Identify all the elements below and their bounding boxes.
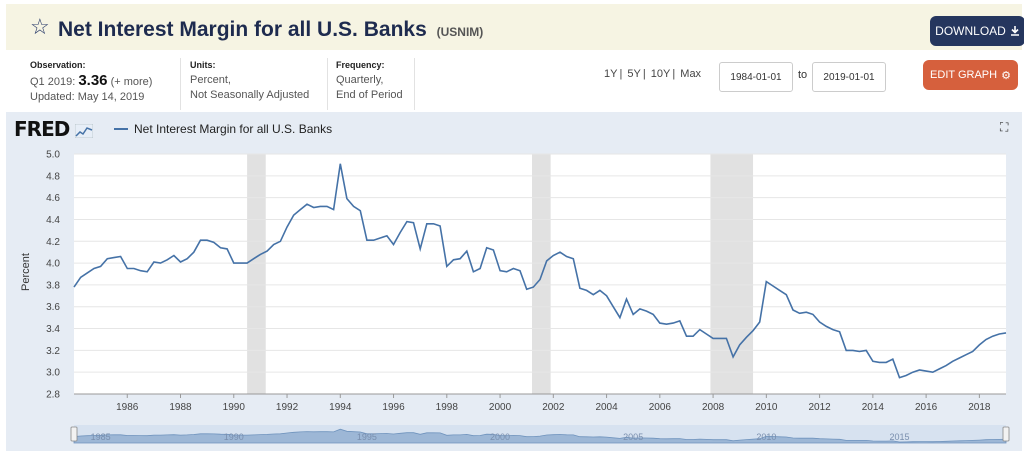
updated-date: Updated: May 14, 2019 (30, 91, 145, 103)
x-tick-label: 2000 (489, 402, 512, 413)
start-date-input[interactable]: 1984-01-01 (719, 62, 793, 92)
gear-icon: ⚙ (1001, 69, 1011, 82)
navigator[interactable]: 1985 1990 1995 2000 2005 2010 2015 (70, 425, 1010, 444)
download-icon (1010, 26, 1019, 36)
observation-period: Q1 2019: (30, 76, 76, 88)
divider (327, 58, 328, 110)
observation-label: Observation: (30, 60, 86, 70)
observation-block: Observation: Q1 2019: 3.36 (+ more) Upda… (30, 58, 170, 105)
y-tick-label: 3.4 (46, 324, 60, 335)
units-line1: Percent, (190, 74, 231, 86)
x-tick-label: 1994 (329, 402, 352, 413)
range-10y-button[interactable]: 10Y (650, 68, 671, 80)
observation-value: 3.36 (78, 72, 108, 89)
frequency-label: Frequency: (336, 60, 385, 70)
date-to-label: to (798, 69, 808, 81)
download-label: DOWNLOAD (935, 24, 1006, 38)
y-tick-label: 4.0 (46, 259, 60, 270)
frequency-line1: Quarterly, (336, 74, 384, 86)
series-line (73, 163, 1007, 379)
chart-panel: FRED Net Interest Margin for all U.S. Ba… (6, 112, 1022, 451)
x-tick-label: 1998 (436, 402, 459, 413)
navigator-label: 1995 (357, 432, 377, 442)
navigator-label: 2010 (756, 432, 776, 442)
x-tick-label: 2004 (595, 402, 618, 413)
units-block: Units: Percent, Not Seasonally Adjusted (190, 58, 330, 103)
navigator-series (73, 428, 1007, 444)
y-tick-label: 3.2 (46, 346, 60, 357)
series-id: (USNIM) (436, 25, 484, 39)
x-tick-label: 1986 (116, 402, 139, 413)
y-tick-label: 3.6 (46, 302, 60, 313)
x-tick-label: 2012 (808, 402, 831, 413)
range-5y-button[interactable]: 5Y (627, 68, 641, 80)
x-tick-label: 1996 (382, 402, 405, 413)
frequency-block: Frequency: Quarterly, End of Period (336, 58, 426, 103)
navigator-label: 2015 (889, 432, 909, 442)
x-tick-label: 2016 (915, 402, 938, 413)
x-tick-label: 1988 (169, 402, 192, 413)
divider (180, 58, 181, 110)
fred-logo-text: FRED (14, 117, 70, 141)
range-selector: 1Y | 5Y | 10Y | Max (604, 68, 702, 80)
units-label: Units: (190, 60, 216, 70)
x-tick-label: 2008 (702, 402, 725, 413)
navigator-handle[interactable] (70, 426, 78, 442)
chart-legend: Net Interest Margin for all U.S. Banks (114, 122, 332, 136)
end-date-input[interactable]: 2019-01-01 (812, 62, 886, 92)
edit-graph-label: EDIT GRAPH (930, 69, 998, 81)
legend-label: Net Interest Margin for all U.S. Banks (134, 122, 333, 136)
fullscreen-icon[interactable]: ⛶ (1000, 120, 1009, 134)
x-tick-label: 2010 (755, 402, 778, 413)
legend-swatch (114, 128, 128, 130)
line-chart: 2.8 3.0 3.2 3.4 3.6 3.8 4.0 4.2 4.4 4.6 4.8 5.0 198… (20, 150, 1010, 444)
observation-row: Q1 2019: 3.36 (+ more) (30, 73, 170, 90)
y-tick-label: 3.0 (46, 368, 60, 379)
x-tick-label: 1992 (276, 402, 299, 413)
navigator-label: 1990 (224, 432, 244, 442)
x-tick-label: 2014 (862, 402, 885, 413)
units-line2: Not Seasonally Adjusted (190, 89, 310, 101)
x-tick-label: 2006 (649, 402, 672, 413)
y-tick-label: 5.0 (46, 150, 60, 161)
y-tick-label: 4.6 (46, 193, 60, 204)
navigator-label: 2005 (623, 432, 643, 442)
x-tick-label: 1990 (223, 402, 246, 413)
y-tick-label: 4.4 (46, 215, 60, 226)
edit-graph-button[interactable]: EDIT GRAPH ⚙ (923, 60, 1018, 90)
download-button[interactable]: DOWNLOAD (930, 16, 1024, 46)
recession-band (710, 154, 754, 394)
y-tick-label: 4.2 (46, 237, 60, 248)
divider (414, 58, 415, 110)
range-1y-button[interactable]: 1Y (604, 68, 618, 80)
x-tick-label: 2018 (968, 402, 991, 413)
favorite-star-icon[interactable]: ☆ (30, 14, 50, 39)
navigator-handle[interactable] (1002, 426, 1010, 442)
x-tick-label: 2002 (542, 402, 565, 413)
y-tick-label: 4.8 (46, 171, 60, 182)
y-tick-label: 3.8 (46, 280, 60, 291)
navigator-label: 1985 (91, 432, 111, 442)
navigator-label: 2000 (490, 432, 510, 442)
series-title: Net Interest Margin for all U.S. Banks (58, 18, 427, 41)
recession-band (247, 154, 266, 394)
range-max-button[interactable]: Max (680, 68, 702, 80)
y-axis-label: Percent (20, 253, 32, 291)
frequency-line2: End of Period (336, 89, 403, 101)
title-bar: ☆ Net Interest Margin for all U.S. Banks… (6, 4, 1024, 50)
y-tick-label: 2.8 (46, 390, 60, 401)
page-title: Net Interest Margin for all U.S. Banks (… (58, 18, 483, 42)
more-link[interactable]: (+ more) (110, 76, 153, 88)
